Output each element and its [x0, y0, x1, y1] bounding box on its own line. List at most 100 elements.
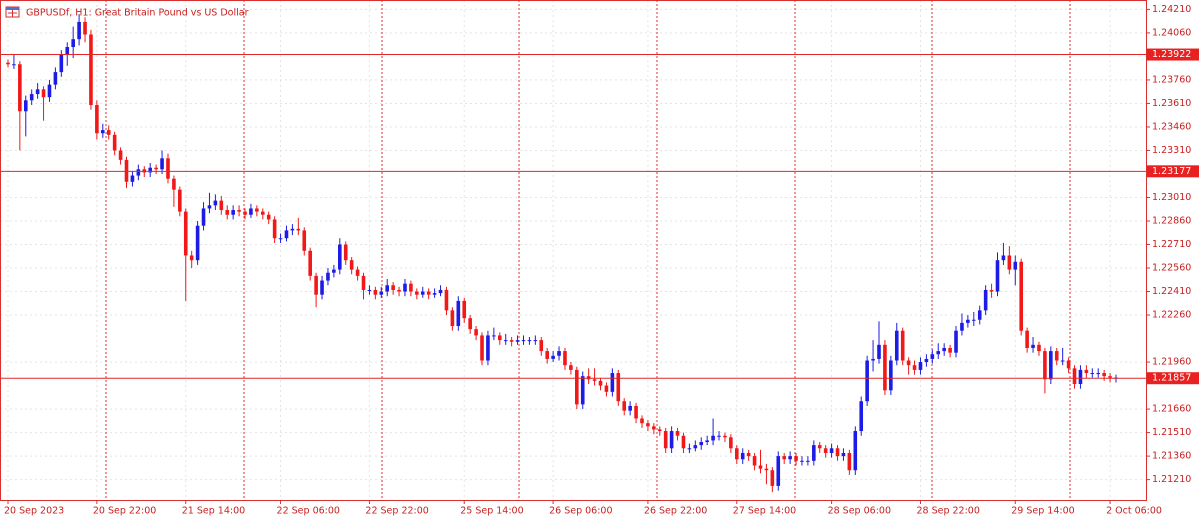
period-separators [105, 0, 1071, 500]
candle-body [41, 89, 46, 98]
candle-body [794, 456, 798, 461]
candle-body [1025, 330, 1029, 348]
candle-body [604, 385, 609, 392]
candle-body [634, 405, 638, 419]
candle-body [758, 465, 763, 469]
candle-body [1102, 373, 1106, 377]
x-tick-label: 22 Sep 06:00 [277, 506, 340, 517]
candle-body [260, 211, 265, 215]
candle-body [272, 219, 277, 239]
candle-body [1060, 360, 1065, 362]
y-tick-label: 1.22560 [1152, 263, 1191, 274]
icon-header [6, 7, 19, 10]
candle-body [960, 322, 964, 331]
candle-body [59, 54, 64, 73]
candle-body [557, 351, 561, 356]
candle-body [415, 291, 419, 295]
candle-body [663, 431, 668, 449]
candle-body [474, 329, 478, 336]
candle-body [361, 275, 366, 290]
candle-body [302, 230, 307, 251]
candle-body [101, 130, 105, 134]
candle-body [871, 358, 875, 361]
candle-body [569, 365, 573, 370]
candle-body [687, 448, 692, 450]
candle-body [237, 210, 241, 212]
candle-body [426, 291, 431, 295]
candle-body [6, 62, 10, 65]
candle-body [492, 335, 496, 337]
candle-body [130, 175, 135, 182]
candle-body [770, 470, 775, 486]
candle-body [847, 452, 852, 471]
candle-body [326, 272, 330, 281]
candle-body [835, 448, 840, 457]
x-tick-label: 2 Oct 06:00 [1106, 506, 1162, 517]
candle-body [71, 39, 75, 48]
candle-body [338, 244, 342, 270]
candle-body [592, 379, 597, 381]
candle-body [669, 431, 674, 449]
candle-body [349, 260, 354, 270]
candle-body [1108, 376, 1112, 378]
candle-body [1043, 351, 1047, 380]
x-tick-label: 20 Sep 2023 [4, 506, 64, 517]
candle-body [83, 21, 87, 35]
chart-title: GBPUSDf, H1: Great Britain Pound vs US D… [26, 8, 249, 19]
candle-body [545, 351, 549, 359]
y-tick-label: 1.24210 [1152, 4, 1191, 15]
candle-body [729, 437, 733, 449]
candle-body [444, 289, 449, 311]
candle-body [788, 456, 792, 460]
y-tick-label: 1.21510 [1152, 427, 1191, 438]
candle-body [575, 369, 579, 405]
candle-body [207, 205, 212, 209]
candle-body [1096, 373, 1101, 375]
candle-body [912, 365, 917, 370]
candle-body [877, 344, 881, 359]
level-label: 1.21857 [1152, 373, 1191, 384]
candle-body [35, 89, 40, 95]
candle-body [243, 211, 247, 215]
candle-body [983, 289, 988, 311]
candle-body [894, 330, 899, 361]
candle-body [829, 448, 834, 453]
level-label-box [1147, 165, 1199, 178]
candle-body [900, 330, 905, 361]
level-label: 1.23177 [1152, 166, 1191, 177]
candle-body [918, 362, 923, 370]
x-tick-label: 28 Sep 06:00 [828, 506, 891, 517]
candle-body [622, 401, 627, 411]
candle-body [924, 358, 929, 363]
grid [0, 0, 1146, 500]
candle-body [420, 291, 425, 295]
candle-body [65, 47, 70, 55]
y-tick-label: 1.22860 [1152, 216, 1191, 227]
y-tick-label: 1.21210 [1152, 474, 1191, 485]
candle-body [995, 260, 1000, 292]
candle-body [296, 228, 301, 231]
candle-body [853, 431, 858, 471]
candle-body [1078, 369, 1083, 385]
x-tick-label: 25 Sep 14:00 [460, 506, 523, 517]
candle-body [616, 373, 621, 402]
candle-body [1031, 344, 1035, 348]
candle-body [711, 435, 715, 441]
candle-body [646, 423, 650, 427]
candle-body [563, 351, 567, 366]
candle-body [148, 167, 153, 173]
candle-body [201, 208, 206, 226]
candle-body [823, 448, 828, 453]
candle-body [18, 64, 22, 112]
candle-body [397, 289, 401, 292]
candle-body [681, 435, 686, 449]
candle-body [343, 244, 348, 261]
candle-body [652, 426, 656, 430]
candle-body [746, 452, 751, 457]
candle-body [314, 275, 318, 295]
x-tick-label: 22 Sep 22:00 [365, 506, 428, 517]
candle-body [450, 310, 455, 327]
candle-body [930, 354, 935, 359]
